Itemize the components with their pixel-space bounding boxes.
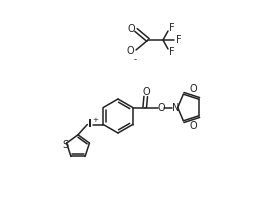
- Text: F: F: [169, 47, 175, 57]
- Text: O: O: [143, 87, 151, 96]
- Text: O: O: [127, 24, 135, 34]
- Text: O: O: [190, 84, 197, 94]
- Text: S: S: [63, 140, 69, 150]
- Text: F: F: [176, 35, 182, 45]
- Text: F: F: [169, 23, 175, 33]
- Text: N: N: [172, 103, 179, 112]
- Text: +: +: [92, 116, 98, 123]
- Text: O: O: [190, 121, 197, 131]
- Text: -: -: [133, 55, 136, 64]
- Text: O: O: [158, 103, 165, 112]
- Text: O: O: [126, 46, 134, 56]
- Text: I: I: [88, 118, 92, 129]
